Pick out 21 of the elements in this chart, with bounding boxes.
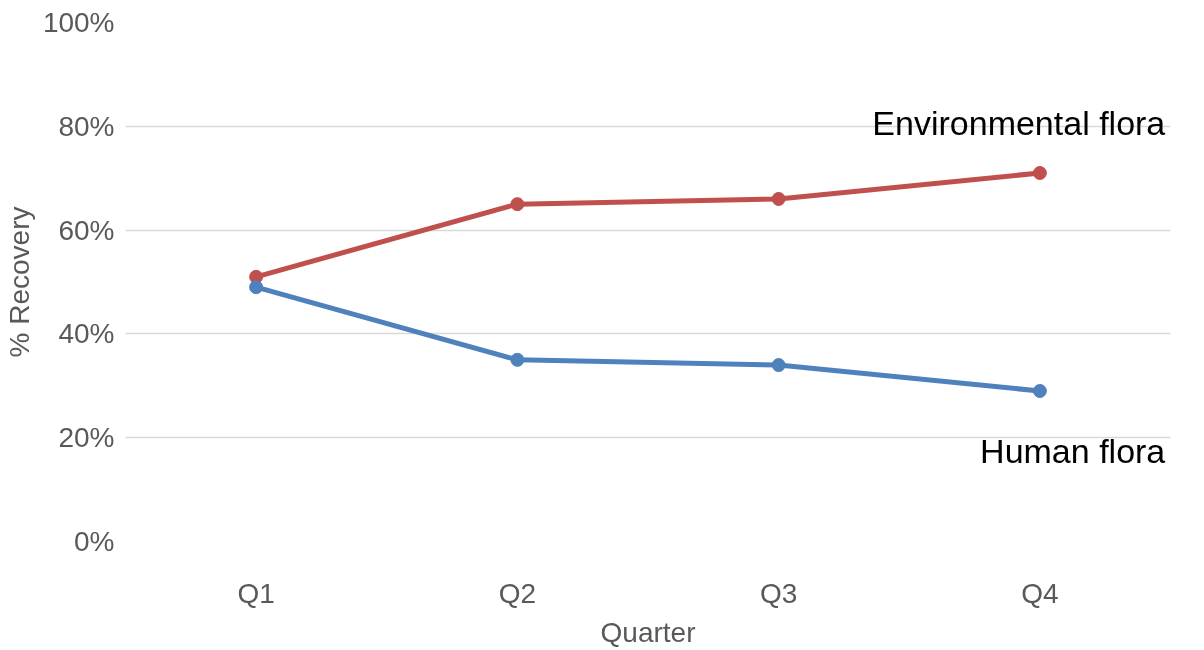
point xyxy=(510,197,525,212)
point xyxy=(771,191,786,206)
y-tick-label: 100% xyxy=(42,7,115,38)
y-tick-label: 0% xyxy=(74,526,115,557)
y-axis-title: % Recovery xyxy=(3,206,35,358)
x-tick-label: Q2 xyxy=(498,577,537,609)
point xyxy=(1032,166,1047,180)
y-tick-label: 80% xyxy=(58,110,115,142)
point xyxy=(771,358,786,373)
x-tick-label: Q4 xyxy=(1021,577,1059,609)
x-axis-title: Quarter xyxy=(600,616,696,648)
y-tick-label: 40% xyxy=(58,318,115,350)
y-tick-label: 20% xyxy=(58,422,115,454)
x-tick-label: Q1 xyxy=(237,577,275,609)
series-label: Human flora xyxy=(980,431,1166,470)
point xyxy=(1032,384,1047,398)
point xyxy=(249,280,264,295)
point xyxy=(510,352,525,367)
series-label: Environmental flora xyxy=(872,104,1166,143)
x-tick-label: Q3 xyxy=(759,577,798,609)
y-tick-label: 60% xyxy=(58,214,115,246)
